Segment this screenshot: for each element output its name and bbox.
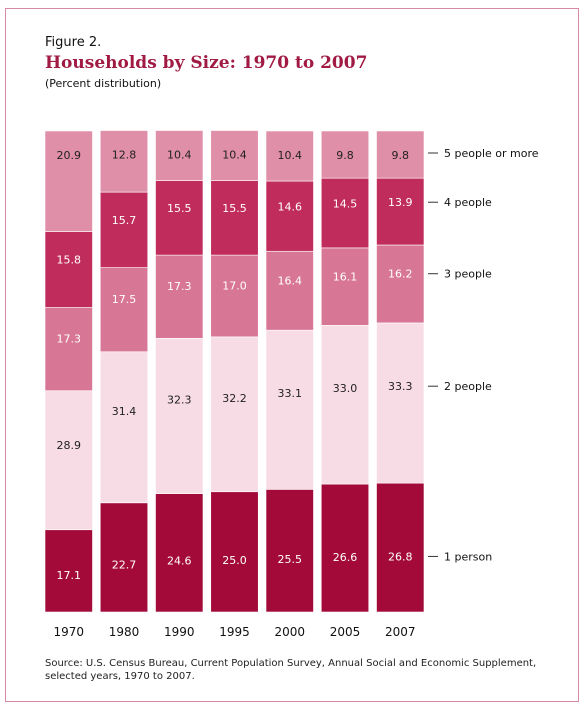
legend-label-s3: 3 people: [444, 268, 492, 281]
x-tick-label-2000: 2000: [274, 625, 305, 639]
bar-segment-2007-s2: [376, 322, 425, 484]
x-tick-label-2007: 2007: [385, 625, 416, 639]
bar-segment-1970-s4: [44, 231, 93, 308]
bar-segment-1995-s2: [210, 336, 259, 493]
bar-segment-1980-s5: [99, 130, 149, 193]
bar-segment-1980-s2: [99, 351, 149, 504]
data-label-1970-s2: 28.9: [57, 439, 82, 452]
data-label-2000-s3: 16.4: [278, 274, 303, 287]
data-label-1990-s3: 17.3: [167, 280, 192, 293]
data-label-1995-s4: 15.5: [222, 202, 247, 215]
data-label-2005-s5: 9.8: [336, 149, 354, 162]
bar-segment-1990-s2: [155, 338, 204, 494]
bar-segment-2007-s4: [376, 177, 425, 246]
x-tick-label-1995: 1995: [219, 625, 250, 639]
data-label-1980-s2: 31.4: [112, 405, 137, 418]
data-label-2005-s2: 33.0: [333, 382, 358, 395]
bar-segment-2000-s4: [265, 180, 314, 252]
data-label-1990-s2: 32.3: [167, 394, 192, 407]
bar-segment-1990-s5: [155, 130, 204, 181]
bar-segment-1995-s5: [210, 130, 259, 181]
data-label-1995-s3: 17.0: [222, 279, 247, 292]
data-label-1990-s1: 24.6: [167, 555, 192, 568]
legend-label-s2: 2 people: [444, 380, 492, 393]
bar-segment-2005-s3: [320, 247, 370, 326]
data-label-1980-s3: 17.5: [112, 293, 137, 306]
bar-segment-1995-s3: [210, 254, 259, 338]
bar-segment-1970-s3: [44, 307, 93, 392]
x-tick-label-2005: 2005: [330, 625, 361, 639]
bar-segment-1980-s3: [99, 267, 149, 353]
bar-segment-2000-s5: [265, 130, 314, 182]
bar-segment-2000-s3: [265, 250, 314, 331]
data-label-1980-s4: 15.7: [112, 214, 137, 227]
data-label-1995-s1: 25.0: [222, 554, 247, 567]
bar-segment-2005-s5: [320, 130, 370, 179]
data-label-2005-s4: 14.5: [333, 197, 358, 210]
bar-segment-2007-s5: [376, 130, 425, 179]
data-label-2000-s2: 33.1: [278, 387, 303, 400]
bar-segment-1970-s5: [44, 130, 93, 232]
data-label-1990-s5: 10.4: [167, 149, 192, 162]
data-label-2000-s5: 10.4: [278, 149, 303, 162]
bar-segment-2007-s3: [376, 244, 425, 324]
data-label-2007-s4: 13.9: [388, 196, 413, 209]
bar-segment-2005-s2: [320, 325, 370, 485]
data-label-1970-s4: 15.8: [57, 253, 82, 266]
data-label-2005-s3: 16.1: [333, 270, 358, 283]
bar-segment-1995-s1: [210, 491, 259, 613]
x-tick-label-1980: 1980: [109, 625, 140, 639]
bar-segment-2005-s4: [320, 177, 370, 249]
chart-title: Households by Size: 1970 to 2007: [45, 53, 368, 73]
data-label-1995-s2: 32.2: [222, 392, 247, 405]
data-label-2007-s5: 9.8: [392, 149, 410, 162]
bar-segment-2005-s1: [320, 483, 370, 613]
data-label-2007-s2: 33.3: [388, 380, 413, 393]
bar-segment-2000-s1: [265, 489, 314, 613]
data-label-2000-s1: 25.5: [278, 553, 303, 566]
data-label-1980-s1: 22.7: [112, 558, 137, 571]
bar-segment-1990-s1: [155, 493, 204, 613]
data-label-2007-s3: 16.2: [388, 268, 413, 281]
data-label-2007-s1: 26.8: [388, 550, 413, 563]
data-label-1995-s5: 10.4: [222, 149, 247, 162]
bar-segment-2000-s2: [265, 329, 314, 490]
data-label-2000-s4: 14.6: [278, 201, 303, 214]
legend-label-s1: 1 person: [444, 550, 492, 563]
data-label-1970-s5: 20.9: [57, 149, 82, 162]
data-label-1980-s5: 12.8: [112, 149, 137, 162]
data-label-2005-s1: 26.6: [333, 551, 358, 564]
data-label-1970-s1: 17.1: [57, 569, 82, 582]
bar-segment-1970-s2: [44, 390, 93, 531]
source-note: Source: U.S. Census Bureau, Current Popu…: [45, 658, 537, 682]
bar-segment-2007-s1: [376, 482, 425, 613]
chart-subtitle: (Percent distribution): [45, 77, 162, 90]
bar-segment-1970-s1: [44, 529, 93, 613]
legend-label-s4: 4 people: [444, 196, 492, 209]
bar-segment-1990-s4: [155, 180, 204, 256]
bar-segment-1990-s3: [155, 254, 204, 339]
data-label-1970-s3: 17.3: [57, 332, 82, 345]
bar-segment-1980-s4: [99, 191, 149, 268]
legend-label-s5: 5 people or more: [444, 147, 539, 160]
bar-segment-1995-s4: [210, 180, 259, 256]
data-label-1990-s4: 15.5: [167, 202, 192, 215]
x-tick-label-1970: 1970: [53, 625, 84, 639]
figure-label: Figure 2.: [45, 35, 102, 50]
x-tick-label-1990: 1990: [164, 625, 195, 639]
